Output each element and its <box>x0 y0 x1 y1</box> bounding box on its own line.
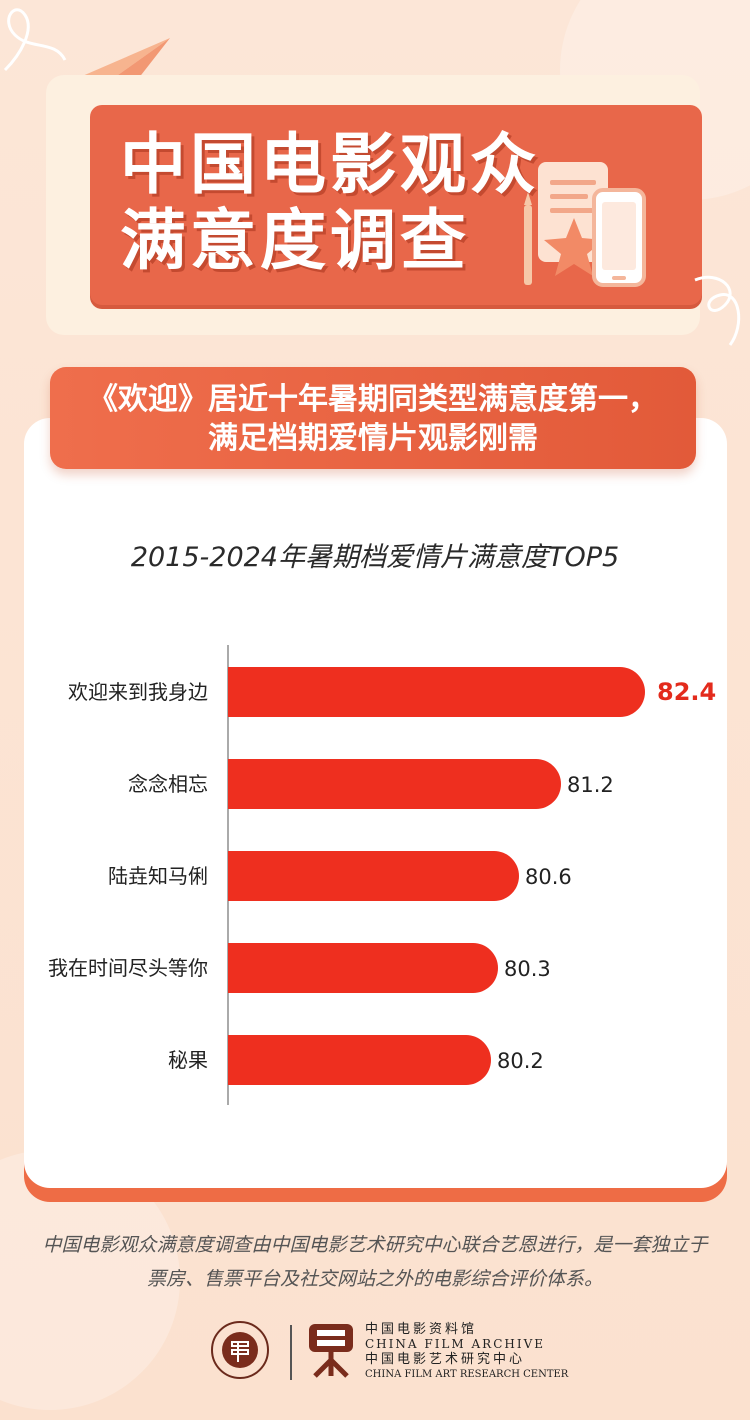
bar-left-edge <box>228 851 253 901</box>
bar <box>228 759 561 809</box>
bar <box>228 1035 491 1085</box>
headline-line2: 满足档期爱情片观影刚需 <box>208 421 538 456</box>
org-name-en2: CHINA FILM ART RESEARCH CENTER <box>365 1369 569 1380</box>
value-label: 80.3 <box>504 957 551 981</box>
value-label: 80.6 <box>525 865 572 889</box>
org-name-en1: CHINA FILM ARCHIVE <box>365 1337 546 1351</box>
bar <box>228 851 519 901</box>
survey-phone-icon <box>524 162 646 287</box>
headline-banner: 《欢迎》居近十年暑期同类型满意度第一， 满足档期爱情片观影刚需 <box>50 367 696 469</box>
bar-left-edge <box>228 667 253 717</box>
footnote: 中国电影观众满意度调查由中国电影艺术研究中心联合艺恩进行，是一套独立于票房、售票… <box>42 1234 708 1290</box>
page-title-line2: 满意度调查 <box>120 202 470 279</box>
bar-left-edge <box>228 943 253 993</box>
category-label: 秘果 <box>168 1048 208 1072</box>
value-label: 82.4 <box>657 678 716 706</box>
archive-logo-mark-icon <box>309 1324 353 1378</box>
swirl-decoration-icon <box>3 8 67 72</box>
category-label: 陆垚知马俐 <box>108 864 208 888</box>
bar-left-edge <box>228 1035 253 1085</box>
bar-left-edge <box>228 759 253 809</box>
value-label: 80.2 <box>497 1049 544 1073</box>
archive-seal-logo-icon <box>211 1321 269 1379</box>
chart-title: 2015-2024年暑期档爱情片满意度TOP5 <box>130 542 620 573</box>
logo-divider <box>290 1325 292 1380</box>
headline-line1: 《欢迎》居近十年暑期同类型满意度第一， <box>88 382 658 417</box>
category-label: 念念相忘 <box>128 772 208 796</box>
bar <box>228 667 645 717</box>
org-name-cn1: 中国电影资料馆 <box>365 1322 478 1337</box>
organization-text: 中国电影资料馆 CHINA FILM ARCHIVE 中国电影艺术研究中心 CH… <box>365 1322 568 1382</box>
swirl-decoration-icon <box>694 275 741 346</box>
category-label: 我在时间尽头等你 <box>48 956 208 980</box>
bar <box>228 943 498 993</box>
org-name-cn2: 中国电影艺术研究中心 <box>365 1352 526 1367</box>
category-label: 欢迎来到我身边 <box>68 680 208 704</box>
value-label: 81.2 <box>567 773 614 797</box>
page-title-line1: 中国电影观众 <box>120 126 540 203</box>
